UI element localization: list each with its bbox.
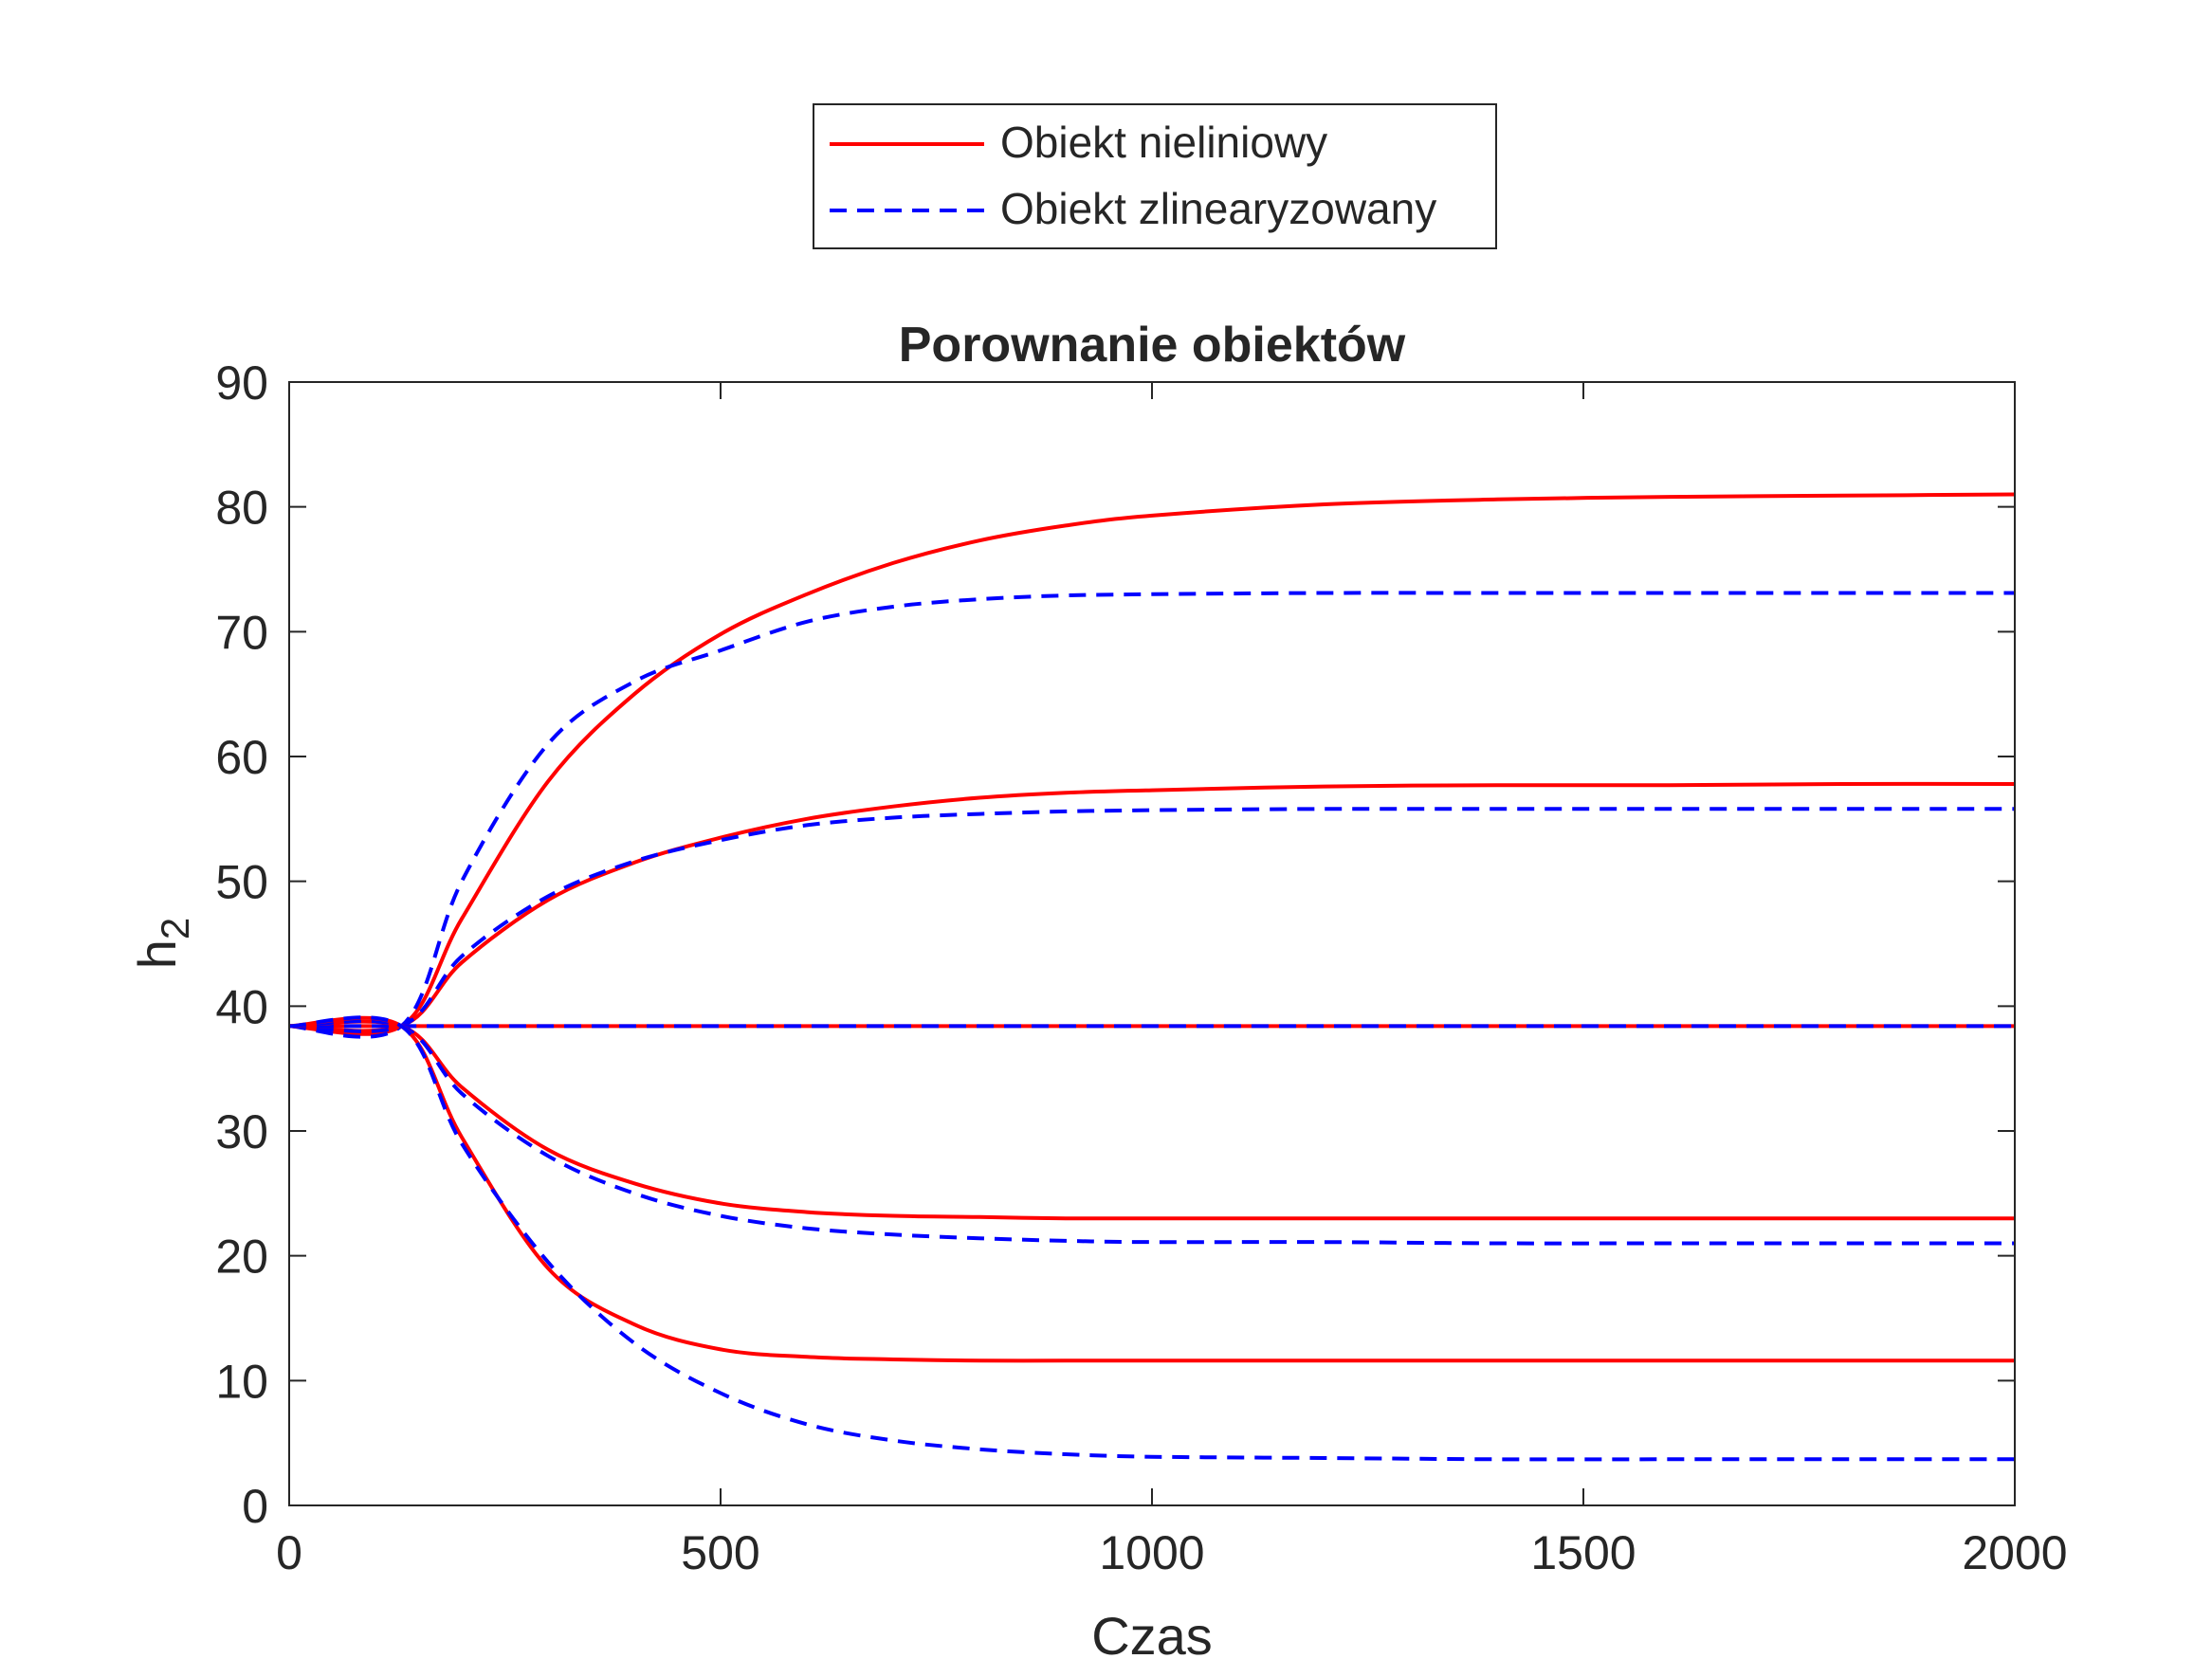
y-tick-label: 60 — [215, 731, 268, 784]
x-axis-label: Czas — [1091, 1606, 1213, 1659]
y-axis-label: h2 — [127, 918, 197, 970]
series-line-nonlinear-1 — [288, 492, 2016, 1036]
y-tick-label: 50 — [215, 856, 268, 909]
y-tick-label: 90 — [215, 356, 268, 410]
y-tick-label: 20 — [215, 1231, 268, 1284]
series-line-nonlinear-3 — [288, 781, 2016, 1033]
series-line-linear-10 — [288, 1015, 2015, 1462]
legend-label-linear: Obiekt zlinearyzowany — [1000, 184, 1436, 233]
series-line-linear-8 — [288, 1019, 2015, 1246]
series-line-linear-2 — [288, 591, 2015, 1039]
y-tick-label: 40 — [215, 980, 268, 1033]
legend: Obiekt nieliniowy Obiekt zlinearyzowany — [813, 103, 1497, 249]
series-line-nonlinear-7 — [288, 1019, 2015, 1221]
series-line-linear-4 — [288, 807, 2015, 1033]
y-axis-label-main: h — [127, 939, 187, 969]
legend-box — [813, 103, 1497, 249]
x-tick-label: 0 — [276, 1526, 302, 1579]
y-axis-label-subscript: 2 — [153, 918, 197, 939]
legend-label-nonlinear: Obiekt nieliniowy — [1000, 118, 1327, 167]
x-tick-label: 1500 — [1530, 1526, 1636, 1579]
y-tick-label: 70 — [215, 606, 268, 659]
x-tick-label: 500 — [681, 1526, 759, 1579]
y-tick-label: 0 — [242, 1480, 268, 1533]
y-tick-label: 30 — [215, 1105, 268, 1158]
axes-box — [288, 381, 2016, 1506]
x-tick-label: 1000 — [1099, 1526, 1204, 1579]
chart-title: Porownanie obiektów — [899, 318, 1406, 373]
x-tick-label: 2000 — [1962, 1526, 2067, 1579]
series-line-nonlinear-9 — [288, 1015, 2015, 1363]
ticks: 0 500 1000 1500 2000 0 10 20 30 40 50 60 70 80 90 — [215, 356, 2067, 1579]
y-tick-label: 80 — [215, 482, 268, 535]
plot-area — [288, 492, 2016, 1462]
y-tick-label: 10 — [215, 1355, 268, 1408]
